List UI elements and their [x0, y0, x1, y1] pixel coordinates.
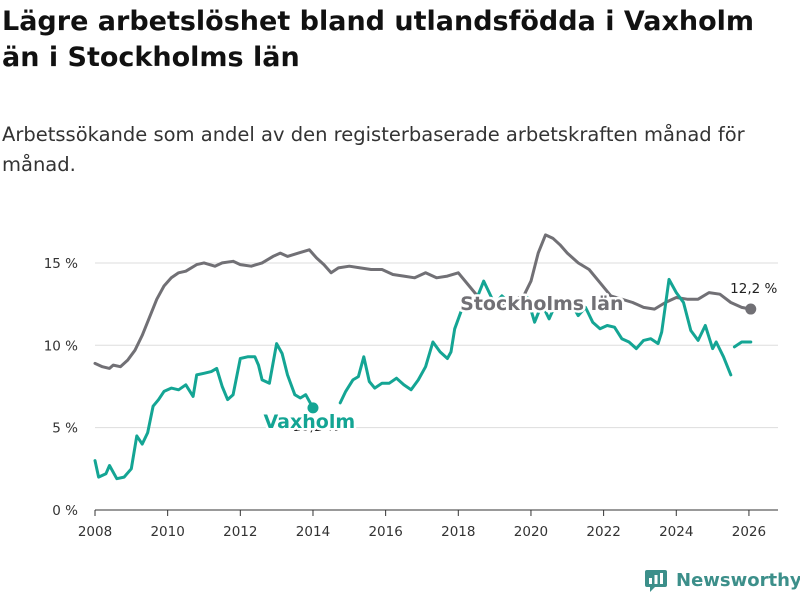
y-tick-label: 0 %	[52, 503, 78, 519]
stockholm-end-label: 12,2 %	[730, 281, 777, 297]
stockholm-end-marker	[745, 303, 757, 315]
series-lines	[93, 233, 753, 481]
vaxholm-series-label: Vaxholm	[264, 411, 356, 433]
y-tick-label: 15 %	[44, 256, 78, 272]
brand-name: Newsworthy	[676, 569, 800, 591]
chart-subtitle: Arbetssökande som andel av den registerb…	[2, 123, 745, 176]
axes: 0 % 5 % 10 % 15 % 2008 2010 2012 2014 2016 2018 20…	[44, 256, 778, 540]
x-tick-label: 2022	[586, 524, 620, 540]
x-tick-label: 2010	[150, 524, 184, 540]
x-tick-label: 2008	[78, 524, 112, 540]
x-tick-label: 2012	[223, 524, 257, 540]
chart-title: Lägre arbetslöshet bland utlandsfödda i …	[2, 6, 755, 73]
newsworthy-icon	[645, 570, 667, 592]
vaxholm-end-label: 10,2 %	[292, 419, 339, 435]
annotations: 12,2 % 10,2 % Stockholms län Vaxholm	[261, 281, 777, 435]
y-tick-label: 5 %	[52, 421, 78, 437]
newsworthy-logo[interactable]: Newsworthy	[644, 568, 800, 592]
vaxholm-line	[338, 277, 733, 405]
stockholm-series-label: Stockholms län	[460, 293, 623, 315]
x-tick-label: 2024	[659, 524, 693, 540]
x-tick-label: 2020	[514, 524, 548, 540]
vaxholm-line	[93, 342, 315, 481]
x-tick-label: 2018	[441, 524, 475, 540]
x-tick-label: 2014	[296, 524, 330, 540]
x-tick-label: 2016	[368, 524, 402, 540]
x-tick-label: 2026	[732, 524, 766, 540]
y-tick-label: 10 %	[44, 338, 78, 354]
stockholm-line	[93, 233, 753, 370]
vaxholm-line	[732, 340, 753, 349]
vaxholm-end-marker	[307, 402, 319, 414]
